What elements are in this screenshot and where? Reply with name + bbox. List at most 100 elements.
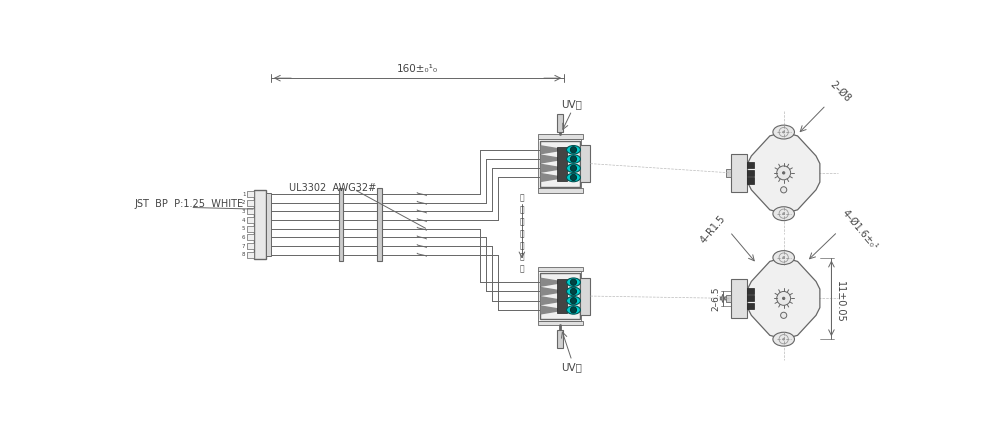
Bar: [725, 169, 730, 177]
Ellipse shape: [566, 173, 580, 182]
Text: 絞: 絞: [520, 217, 524, 227]
Text: 4: 4: [242, 218, 246, 223]
Text: 屋: 屋: [520, 253, 524, 262]
Text: 3: 3: [242, 209, 246, 214]
Text: 藍: 藍: [520, 206, 524, 215]
Bar: [247, 208, 254, 215]
Bar: [556, 114, 562, 132]
Bar: [538, 321, 583, 325]
Polygon shape: [747, 258, 820, 339]
Polygon shape: [541, 146, 564, 153]
Bar: [747, 170, 754, 176]
Bar: [254, 190, 266, 259]
Polygon shape: [541, 288, 564, 295]
Circle shape: [782, 172, 784, 174]
Text: 8: 8: [242, 252, 246, 257]
Text: 紅: 紅: [520, 241, 524, 250]
Bar: [540, 140, 580, 187]
Text: 4–R1.5: 4–R1.5: [699, 214, 727, 245]
Circle shape: [777, 291, 790, 306]
Bar: [538, 188, 583, 193]
Bar: [247, 235, 254, 240]
Bar: [247, 243, 254, 249]
Ellipse shape: [566, 278, 580, 286]
Circle shape: [570, 289, 577, 294]
Circle shape: [777, 166, 790, 180]
Text: 5: 5: [242, 226, 246, 231]
Bar: [377, 187, 381, 261]
Bar: [338, 187, 343, 261]
Ellipse shape: [566, 145, 580, 154]
Circle shape: [782, 213, 784, 215]
Ellipse shape: [773, 251, 794, 264]
Text: UV胶: UV胶: [561, 99, 582, 109]
Bar: [730, 153, 747, 192]
Bar: [747, 178, 754, 184]
Circle shape: [782, 131, 784, 133]
Bar: [556, 330, 562, 348]
Bar: [538, 139, 581, 188]
Bar: [556, 279, 567, 313]
Ellipse shape: [566, 306, 580, 314]
Circle shape: [570, 147, 577, 153]
Circle shape: [782, 256, 784, 259]
Text: 2–Ø8: 2–Ø8: [829, 79, 853, 103]
Text: UL3302  AWG32#: UL3302 AWG32#: [289, 183, 376, 193]
Bar: [747, 162, 754, 168]
Circle shape: [781, 187, 786, 193]
Ellipse shape: [566, 164, 580, 173]
Bar: [725, 294, 730, 302]
Circle shape: [570, 279, 577, 285]
Ellipse shape: [773, 207, 794, 221]
Polygon shape: [541, 278, 564, 286]
Polygon shape: [541, 297, 564, 305]
Bar: [747, 303, 754, 309]
Circle shape: [781, 312, 786, 318]
Text: 6: 6: [242, 235, 246, 240]
Text: 7: 7: [242, 244, 246, 248]
Bar: [247, 252, 254, 258]
Bar: [247, 226, 254, 232]
Bar: [556, 147, 567, 181]
Ellipse shape: [773, 332, 794, 346]
Text: UV茨: UV茨: [561, 362, 582, 372]
Polygon shape: [541, 173, 564, 182]
Text: 4–Ø1.6±₀¹: 4–Ø1.6±₀¹: [839, 207, 880, 252]
Bar: [247, 191, 254, 197]
Bar: [247, 200, 254, 206]
Circle shape: [782, 338, 784, 340]
Bar: [747, 288, 754, 294]
Text: 2–6.5: 2–6.5: [712, 286, 721, 310]
Circle shape: [782, 297, 784, 300]
Ellipse shape: [566, 155, 580, 163]
Text: 1: 1: [242, 192, 246, 197]
Bar: [247, 217, 254, 223]
Text: 160±₀¹₀: 160±₀¹₀: [397, 64, 438, 74]
Circle shape: [570, 174, 577, 181]
Bar: [747, 295, 754, 301]
Bar: [266, 193, 271, 256]
Text: 白: 白: [520, 194, 524, 203]
Ellipse shape: [566, 287, 580, 296]
Bar: [538, 134, 583, 139]
Ellipse shape: [566, 297, 580, 305]
Bar: [540, 273, 580, 319]
Text: 2: 2: [242, 200, 246, 205]
Bar: [730, 279, 747, 318]
Ellipse shape: [773, 125, 794, 139]
Polygon shape: [541, 306, 564, 314]
Text: 11±0.05: 11±0.05: [835, 281, 844, 323]
Bar: [538, 272, 581, 321]
Circle shape: [570, 297, 577, 304]
Polygon shape: [541, 165, 564, 172]
Text: JST  BP  P:1.25  WHITE: JST BP P:1.25 WHITE: [135, 199, 244, 210]
Circle shape: [570, 156, 577, 162]
Bar: [538, 267, 583, 272]
Text: 黑: 黑: [520, 229, 524, 238]
Polygon shape: [541, 155, 564, 163]
Bar: [580, 277, 591, 314]
Circle shape: [570, 165, 577, 171]
Text: 登: 登: [520, 264, 524, 273]
Polygon shape: [747, 132, 820, 214]
Circle shape: [570, 307, 577, 313]
